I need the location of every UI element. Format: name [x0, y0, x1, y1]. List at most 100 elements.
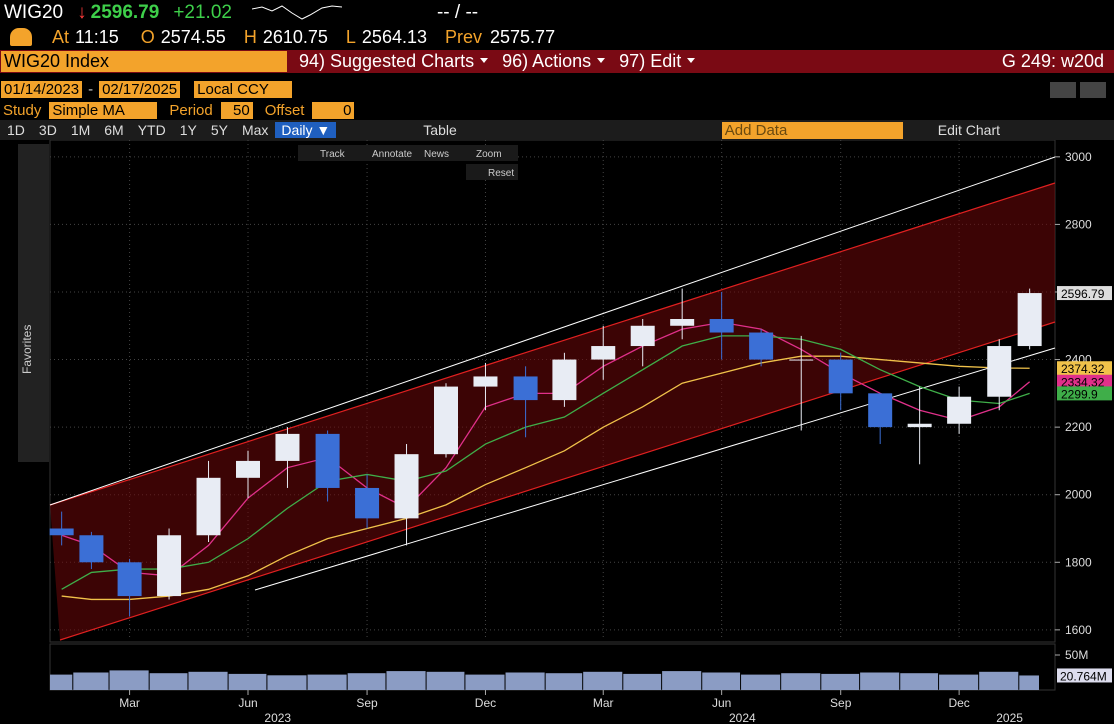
volume-tag: 20.764M	[1060, 669, 1107, 683]
volume-bar	[1019, 675, 1039, 690]
range-buttons: 1D 3D 1M 6M YTD 1Y 5Y Max	[0, 122, 275, 138]
study[interactable]: Simple MA	[49, 101, 158, 119]
gauge-icon	[10, 28, 32, 46]
high: 2610.75	[262, 26, 328, 47]
trend-lower	[254, 347, 1056, 591]
end-date[interactable]: 02/17/2025	[99, 81, 181, 98]
volume-bar	[702, 672, 741, 690]
time: 11:15	[75, 26, 119, 47]
volume-bar	[939, 674, 979, 690]
undo[interactable]	[1050, 81, 1076, 98]
offset-label: Offset	[264, 101, 305, 119]
candle-body	[987, 346, 1012, 397]
y-tick-label: 2000	[1065, 488, 1092, 502]
x-tick-label: Dec	[948, 696, 969, 710]
study-label: Study	[3, 101, 42, 119]
volume-bar	[583, 671, 623, 690]
dropdown-arrow	[687, 58, 696, 63]
range-button[interactable]: 1D	[7, 122, 25, 138]
menu-item[interactable]: 94) Suggested Charts	[299, 51, 475, 71]
table-button[interactable]: Table	[423, 122, 457, 138]
candle-body	[394, 454, 419, 519]
net-change: +21.02	[173, 1, 232, 23]
range-button[interactable]: Max	[241, 122, 269, 138]
ma-tag: 2299.9	[1061, 387, 1098, 401]
security-field[interactable]: WIG20 Index	[1, 51, 287, 72]
candle-body	[591, 346, 616, 360]
ma-tag-box	[1057, 374, 1112, 389]
x-tick-label: Dec	[475, 696, 496, 710]
ma-tag-box	[1057, 361, 1112, 376]
volume-bar	[860, 672, 900, 690]
last-price-tag-box	[1057, 286, 1112, 301]
at-label: At	[52, 26, 70, 47]
y-tick-label: 3000	[1065, 150, 1092, 164]
candle-body	[236, 460, 260, 478]
candle-body	[630, 325, 655, 347]
reset-button[interactable]: Reset	[488, 168, 514, 179]
menu-item[interactable]: 96) Actions	[502, 51, 592, 71]
edit-chart[interactable]: Edit Chart	[937, 122, 1001, 138]
candle-body	[828, 359, 853, 394]
volume-bar	[979, 671, 1019, 690]
channel-upper	[49, 182, 1056, 506]
candle-body	[513, 376, 538, 401]
volume-bar	[900, 673, 939, 690]
study-line: Study Simple MA Period 50 Offset 0	[0, 101, 1114, 119]
quote-line: WIG20 ↓ 2596.79 +21.02 -- / --	[0, 0, 1114, 25]
volume-bar	[662, 671, 702, 690]
trend-upper	[49, 156, 1056, 506]
chart: 16001800200022002400260028003000MarJunSe…	[49, 140, 1112, 724]
last-price: 2596.79	[90, 1, 160, 23]
add-data[interactable]: Add Data	[721, 121, 903, 139]
candle-body	[434, 386, 458, 455]
range-button[interactable]: 5Y	[210, 122, 228, 138]
volume-bar	[426, 671, 465, 690]
x-tick-label: Mar	[593, 696, 614, 710]
volume-bar	[228, 673, 267, 690]
x-tick-label: Sep	[830, 696, 852, 710]
candle-body	[789, 359, 814, 361]
candle-body	[907, 423, 932, 428]
range-button[interactable]: 6M	[104, 122, 124, 138]
period[interactable]: 50	[220, 101, 253, 119]
arrow: ↓	[77, 1, 87, 23]
chart-tool[interactable]: News	[424, 149, 449, 160]
undo-redo	[1050, 81, 1106, 98]
year-label: 2024	[729, 711, 756, 724]
candle-body	[275, 433, 300, 461]
range-button[interactable]: 1M	[70, 122, 91, 138]
spark-line	[251, 4, 342, 20]
high-label: H	[243, 26, 257, 47]
y-tick-label: 1800	[1065, 555, 1092, 569]
year-label: 2023	[264, 711, 291, 724]
moving-average	[61, 321, 1031, 577]
currency[interactable]: Local CCY	[194, 81, 293, 98]
prev: 2575.77	[490, 26, 556, 47]
range-button[interactable]: 1Y	[179, 122, 197, 138]
chart-tool[interactable]: Annotate	[372, 149, 412, 160]
frequency[interactable]: Daily ▼	[275, 122, 337, 138]
y-tick-label: 2800	[1065, 217, 1092, 231]
sparkline	[251, 4, 342, 20]
redo[interactable]	[1080, 81, 1106, 98]
dropdown-arrow	[597, 58, 606, 63]
chart-tool[interactable]: Zoom	[476, 149, 502, 160]
period-label: Period	[169, 101, 213, 119]
x-tick-label: Jun	[238, 696, 257, 710]
menu-item[interactable]: 97) Edit	[619, 51, 682, 71]
volume-bar	[505, 672, 545, 690]
range-button[interactable]: 3D	[38, 122, 57, 138]
candle-body	[868, 393, 893, 428]
volume-bar	[386, 671, 426, 690]
candle-body	[315, 433, 340, 488]
start-date[interactable]: 01/14/2023	[1, 81, 83, 98]
candle-body	[79, 535, 104, 563]
open-label: O	[140, 26, 155, 47]
date-separator: -	[88, 81, 94, 98]
chart-tool[interactable]: Track	[320, 149, 346, 160]
candle-body	[670, 319, 695, 326]
offset[interactable]: 0	[312, 101, 355, 119]
range-button[interactable]: YTD	[137, 122, 166, 138]
candle-body	[709, 319, 734, 333]
